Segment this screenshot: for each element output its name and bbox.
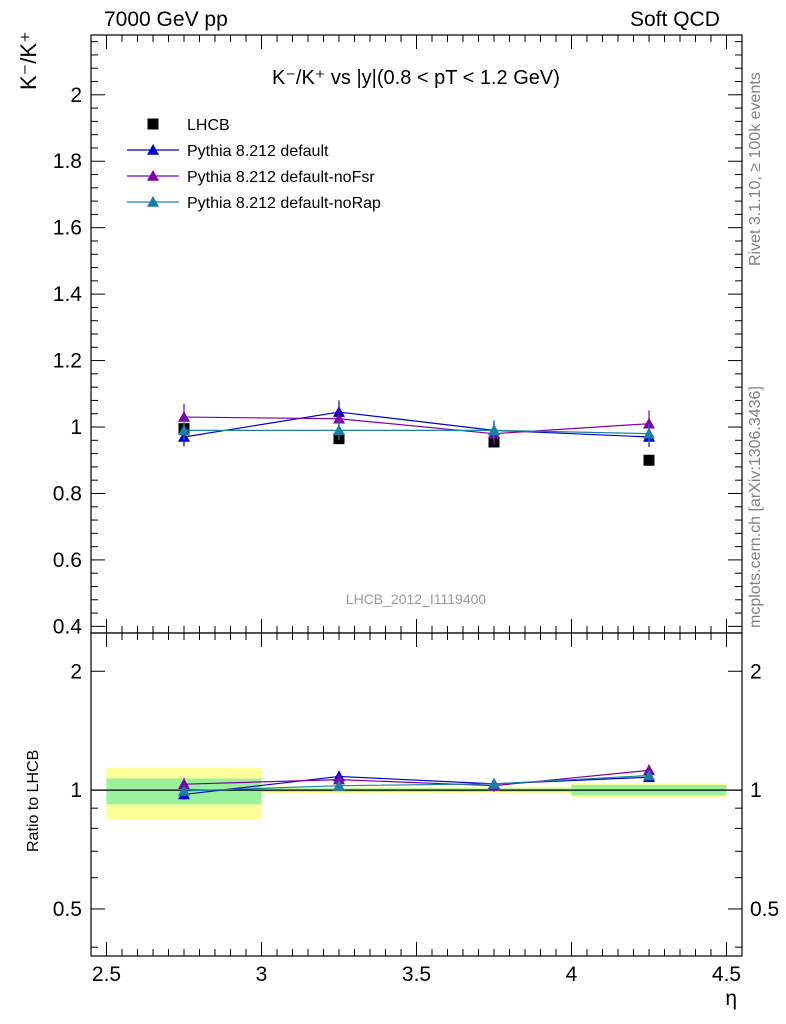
pythia-8-212-default-norap-point <box>178 424 190 436</box>
y-axis-label: K⁻/K⁺ <box>16 31 41 90</box>
ratio-pythia-8-212-default-nofsr-line <box>183 769 650 787</box>
legend-pythia-8-212-default-label: Pythia 8.212 default <box>187 143 329 160</box>
ratio-y-tick-label-right: 2 <box>750 660 762 683</box>
pythia-8-212-default-norap-line <box>184 429 650 435</box>
ratio-pythia-8-212-default-norap-line <box>183 774 650 792</box>
process-label: Soft QCD <box>630 8 720 31</box>
legend-lhcb-marker <box>147 118 159 130</box>
lhcb-point <box>643 454 655 466</box>
y-tick-label: 0.6 <box>53 549 82 572</box>
legend-pythia-8-212-default-norap-marker <box>147 196 159 207</box>
ratio-y-tick-label: 2 <box>70 660 82 683</box>
ratio-pythia-8-212-default-norap-point <box>333 779 345 791</box>
y-tick-label: 1.6 <box>53 217 82 240</box>
legend-pythia-8-212-default-nofsr-label: Pythia 8.212 default-noFsr <box>187 169 375 186</box>
x-tick-label: 3.5 <box>402 963 431 986</box>
y-tick-label: 1.4 <box>53 283 83 306</box>
legend-pythia-8-212-default-nofsr-marker <box>147 170 159 181</box>
ratio-y-tick-label: 0.5 <box>53 898 82 921</box>
legend-pythia-8-212-default-marker <box>147 144 159 155</box>
legend-lhcb-label: LHCB <box>187 117 230 134</box>
y-tick-label: 1.2 <box>53 350 82 373</box>
x-tick-label: 3 <box>256 963 268 986</box>
energy-label: 7000 GeV pp <box>104 8 228 31</box>
pythia-8-212-default-nofsr-line <box>183 416 650 435</box>
ratio-y-tick-label: 1 <box>70 779 82 802</box>
pythia-8-212-default-nofsr-point <box>333 412 345 424</box>
y-tick-label: 2 <box>70 84 82 107</box>
ratio-pythia-8-212-default-nofsr-point <box>178 778 190 790</box>
y-tick-label: 1.8 <box>53 150 82 173</box>
pythia-8-212-default-line <box>183 411 650 438</box>
pythia-8-212-default-norap-point <box>643 427 655 439</box>
ratio-pythia-8-212-default-nofsr-point <box>333 773 345 785</box>
y-tick-label: 1 <box>70 416 82 439</box>
ratio-y-tick-label-right: 0.5 <box>750 898 779 921</box>
analysis-watermark: LHCB_2012_I1119400 <box>346 591 487 607</box>
ratio-pythia-8-212-default-norap-point <box>178 784 190 796</box>
pythia-8-212-default-nofsr-point <box>178 411 190 422</box>
ratio-pythia-8-212-default-norap-point <box>488 777 500 789</box>
y-tick-label: 0.8 <box>53 482 82 505</box>
ratio-pythia-8-212-default-norap-point <box>643 769 655 781</box>
x-tick-label: 2.5 <box>92 963 121 986</box>
pythia-8-212-default-norap-point <box>488 424 500 436</box>
y-tick-label: 0.4 <box>53 615 83 638</box>
ratio-pythia-8-212-default-line <box>183 775 650 796</box>
legend-pythia-8-212-default-norap-label: Pythia 8.212 default-noRap <box>187 195 381 212</box>
x-axis-label: η <box>725 987 737 1010</box>
chart-title: K⁻/K⁺ vs |y|(0.8 < pT < 1.2 GeV) <box>272 67 560 89</box>
pythia-8-212-default-norap-point <box>333 424 345 436</box>
x-tick-label: 4 <box>566 963 578 986</box>
x-tick-label: 4.5 <box>712 963 741 986</box>
ratio-y-axis-label: Ratio to LHCB <box>25 750 42 852</box>
ratio-y-tick-label-right: 1 <box>750 779 762 802</box>
pythia-8-212-default-nofsr-point <box>643 417 655 429</box>
